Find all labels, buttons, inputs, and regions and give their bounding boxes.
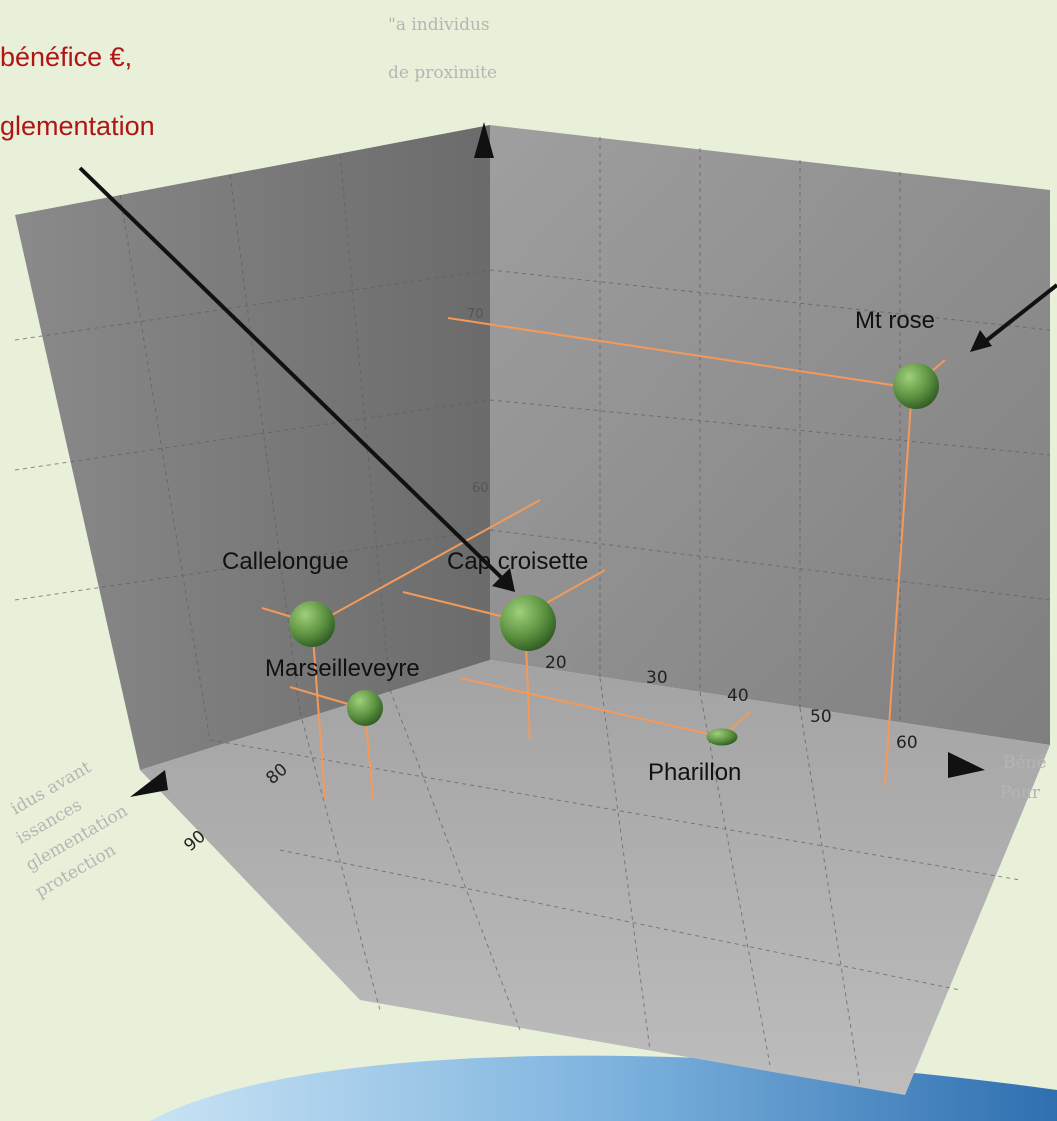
right-axis-label-line2: Pour xyxy=(1000,783,1041,803)
x-tick-30: 30 xyxy=(646,668,668,688)
decorative-swoosh xyxy=(150,1055,1057,1121)
right-axis-label-line1: Béné xyxy=(1003,753,1047,773)
floor xyxy=(140,660,1050,1095)
callout-arrow-cap-croisette xyxy=(78,166,510,586)
point-label-mt-rose: Mt rose xyxy=(855,307,935,334)
grid xyxy=(14,137,1051,1086)
data-point-mt-rose xyxy=(893,363,939,409)
top-axis-label-line2: de proximite xyxy=(388,63,497,83)
z-axis-arrowhead xyxy=(474,122,494,158)
left-wall xyxy=(15,125,490,770)
data-point-callelongue xyxy=(289,601,335,647)
point-label-callelongue: Callelongue xyxy=(222,548,349,575)
x-tick-20: 20 xyxy=(545,653,567,673)
data-point-marseilleveyre xyxy=(347,690,383,726)
x-tick-50: 50 xyxy=(810,707,832,727)
point-label-pharillon: Pharillon xyxy=(648,759,741,786)
depth-axis-arrowhead xyxy=(130,770,168,797)
z-tick-70: 70 xyxy=(467,307,484,322)
data-points xyxy=(289,363,939,746)
left-axis-label: idus avant issances glementation protect… xyxy=(8,757,132,902)
axes xyxy=(130,122,985,797)
red-annotation-line2: glementation xyxy=(0,111,155,141)
callout-arrows xyxy=(78,166,1057,592)
top-axis-label-line1: "a individus xyxy=(388,15,490,35)
x-tick-40: 40 xyxy=(727,686,749,706)
callout-arrowhead-cap-croisette xyxy=(492,568,515,592)
callout-arrow-mt-rose xyxy=(980,283,1057,346)
z-tick-60: 60 xyxy=(472,481,489,496)
data-point-pharillon xyxy=(706,728,738,746)
point-label-cap-croisette: Cap croisette xyxy=(447,548,588,575)
back-wall xyxy=(490,125,1050,745)
point-label-marseilleveyre: Marseilleveyre xyxy=(265,655,420,682)
data-point-cap-croisette xyxy=(500,595,556,651)
red-annotation-line1: bénéfice €, xyxy=(0,42,132,72)
x-axis-arrowhead xyxy=(948,752,985,778)
callout-arrowhead-mt-rose xyxy=(970,330,992,352)
x-tick-60: 60 xyxy=(896,733,918,753)
